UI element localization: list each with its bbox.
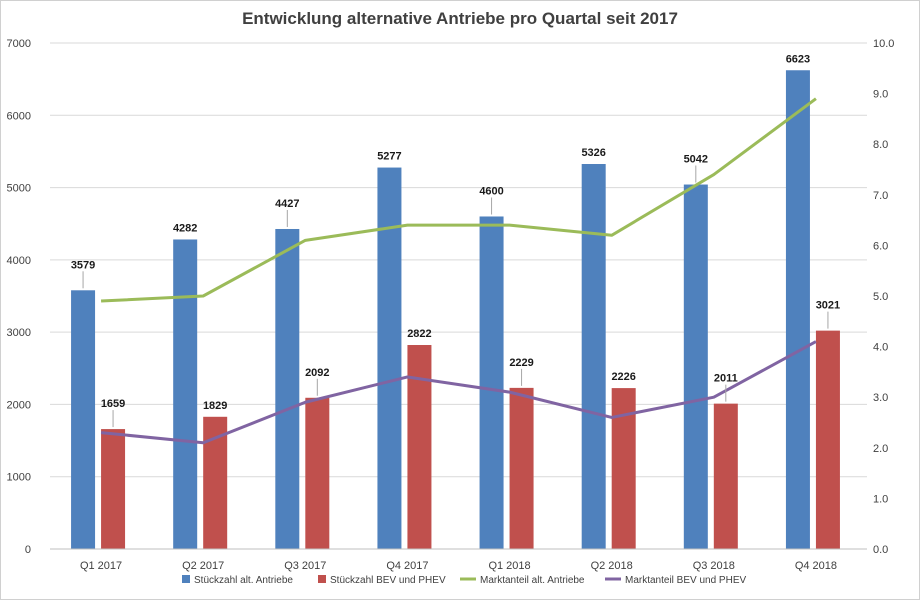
- y-right-tick-label: 1.0: [873, 493, 888, 505]
- x-tick-label: Q3 2018: [693, 560, 735, 572]
- y-right-tick-label: 5.0: [873, 291, 888, 303]
- y-left-tick-label: 0: [25, 544, 31, 556]
- data-label: 5042: [684, 154, 708, 166]
- legend-swatch: [182, 575, 190, 583]
- y-left-tick-label: 1000: [7, 472, 31, 484]
- line-layer: [100, 97, 817, 445]
- bar-bev-phev: [713, 403, 738, 549]
- bar-bev-phev: [101, 429, 126, 549]
- bar-alt-antriebe: [173, 239, 198, 549]
- y-left-tick-label: 2000: [7, 399, 31, 411]
- bar-alt-antriebe: [581, 164, 606, 549]
- line-series-2: [100, 97, 817, 303]
- bar-alt-antriebe: [785, 70, 810, 550]
- y-left-tick-label: 5000: [7, 183, 31, 195]
- x-tick-label: Q3 2017: [284, 560, 326, 572]
- x-tick-label: Q1 2017: [80, 560, 122, 572]
- y-right-tick-label: 7.0: [873, 190, 888, 202]
- bar-bev-phev: [815, 330, 840, 549]
- y-left-tick-label: 7000: [7, 38, 31, 50]
- bar-bev-phev: [407, 345, 432, 549]
- data-label: 4282: [173, 222, 197, 234]
- x-tick-label: Q4 2017: [386, 560, 428, 572]
- data-label: 5277: [377, 151, 401, 163]
- data-label: 1829: [203, 400, 227, 412]
- bar-alt-antriebe: [377, 167, 402, 549]
- data-label: 2092: [305, 367, 329, 379]
- x-tick-label: Q4 2018: [795, 560, 837, 572]
- y-right-tick-label: 10.0: [873, 38, 894, 50]
- y-right-tick-label: 4.0: [873, 342, 888, 354]
- bar-bev-phev: [509, 387, 534, 549]
- y-left-tick-label: 4000: [7, 255, 31, 267]
- y-right-tick-label: 9.0: [873, 89, 888, 101]
- data-label-layer: 3579 4282 4427 5277 4600 5326 5042 6623 1659 1829…: [71, 53, 840, 428]
- y-right-tick-label: 0.0: [873, 544, 888, 556]
- x-tick-label: Q1 2018: [488, 560, 530, 572]
- line-series-3: [100, 340, 817, 445]
- y-right-tick-label: 3.0: [873, 392, 888, 404]
- x-tick-label: Q2 2018: [591, 560, 633, 572]
- bar-alt-antriebe: [479, 216, 504, 549]
- data-label: 3021: [816, 300, 840, 312]
- legend-label: Marktanteil alt. Antriebe: [480, 575, 585, 586]
- legend-label: Stückzahl alt. Antriebe: [194, 575, 293, 586]
- bar-bev-phev: [305, 397, 330, 549]
- bar-layer: [71, 70, 840, 550]
- data-label: 2822: [407, 328, 431, 340]
- data-label: 5326: [581, 147, 605, 159]
- data-label: 4427: [275, 198, 299, 210]
- data-label: 2226: [611, 371, 635, 383]
- data-label: 2229: [509, 357, 533, 369]
- axis-layer: 0 1000 2000 3000 4000 5000 6000 7000 0.0 1.0 2.0 3.…: [7, 38, 895, 572]
- data-label: 3579: [71, 259, 95, 271]
- bar-alt-antriebe: [683, 184, 708, 549]
- y-right-tick-label: 2.0: [873, 443, 888, 455]
- y-right-tick-label: 6.0: [873, 240, 888, 252]
- bar-alt-antriebe: [71, 290, 96, 549]
- data-label: 4600: [479, 185, 503, 197]
- bar-alt-antriebe: [275, 228, 300, 549]
- legend-label: Stückzahl BEV und PHEV: [330, 575, 446, 586]
- legend: Stückzahl alt. Antriebe Stückzahl BEV und…: [182, 575, 746, 586]
- y-left-tick-label: 3000: [7, 327, 31, 339]
- x-tick-label: Q2 2017: [182, 560, 224, 572]
- chart-title: Entwicklung alternative Antriebe pro Qua…: [242, 9, 678, 28]
- data-label: 2011: [714, 373, 738, 385]
- legend-label: Marktanteil BEV und PHEV: [625, 575, 746, 586]
- legend-swatch: [318, 575, 326, 583]
- y-right-tick-label: 8.0: [873, 139, 888, 151]
- grid-layer: [50, 42, 867, 478]
- y-left-tick-label: 6000: [7, 110, 31, 122]
- data-label: 6623: [786, 53, 810, 65]
- data-label: 1659: [101, 398, 125, 410]
